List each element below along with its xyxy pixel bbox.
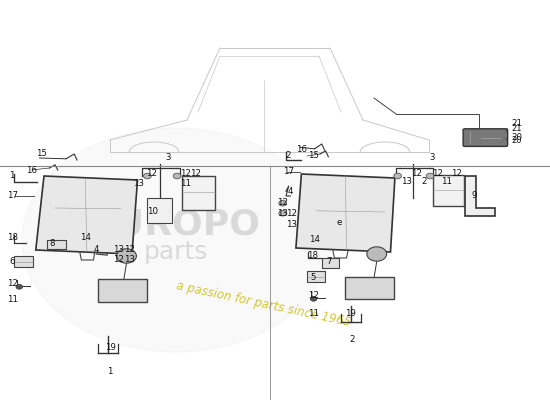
Text: 17: 17 bbox=[283, 168, 294, 176]
Text: 15: 15 bbox=[308, 152, 319, 160]
Text: 4: 4 bbox=[288, 188, 293, 196]
Polygon shape bbox=[36, 176, 138, 254]
Text: 18: 18 bbox=[307, 251, 318, 260]
Text: 11: 11 bbox=[7, 296, 18, 304]
FancyBboxPatch shape bbox=[182, 176, 214, 210]
Text: 12: 12 bbox=[180, 169, 191, 178]
Text: 8: 8 bbox=[50, 239, 55, 248]
Circle shape bbox=[426, 173, 434, 179]
Text: 1: 1 bbox=[107, 368, 113, 376]
Text: 12: 12 bbox=[277, 198, 288, 207]
Text: 13: 13 bbox=[277, 209, 288, 218]
Text: 12: 12 bbox=[124, 245, 135, 254]
Polygon shape bbox=[465, 176, 495, 216]
FancyBboxPatch shape bbox=[98, 279, 147, 302]
Text: 3: 3 bbox=[429, 153, 434, 162]
Text: 12: 12 bbox=[411, 170, 422, 178]
Text: 12: 12 bbox=[432, 170, 443, 178]
Text: 13: 13 bbox=[124, 256, 135, 264]
Circle shape bbox=[16, 284, 23, 289]
Text: 12: 12 bbox=[7, 280, 18, 288]
Text: 2: 2 bbox=[285, 152, 290, 160]
Text: 6: 6 bbox=[9, 258, 15, 266]
Circle shape bbox=[279, 200, 287, 206]
Text: 18: 18 bbox=[7, 234, 18, 242]
Text: 16: 16 bbox=[26, 166, 37, 175]
Text: 12: 12 bbox=[146, 169, 157, 178]
Text: 19: 19 bbox=[345, 310, 356, 318]
Text: 12: 12 bbox=[190, 169, 201, 178]
Text: e: e bbox=[337, 218, 342, 226]
Circle shape bbox=[394, 173, 402, 179]
Circle shape bbox=[279, 210, 287, 216]
Text: 20: 20 bbox=[512, 136, 522, 145]
Polygon shape bbox=[296, 174, 395, 252]
Text: 4: 4 bbox=[94, 245, 99, 254]
FancyBboxPatch shape bbox=[433, 175, 464, 206]
FancyBboxPatch shape bbox=[307, 271, 324, 282]
Text: 11: 11 bbox=[441, 178, 452, 186]
FancyBboxPatch shape bbox=[322, 258, 339, 268]
Text: 12: 12 bbox=[113, 256, 124, 264]
Text: 14: 14 bbox=[309, 236, 320, 244]
Text: 7: 7 bbox=[326, 258, 332, 266]
FancyBboxPatch shape bbox=[345, 277, 394, 299]
FancyBboxPatch shape bbox=[14, 256, 33, 267]
Text: EUROPO: EUROPO bbox=[91, 207, 261, 241]
FancyBboxPatch shape bbox=[47, 240, 66, 249]
Text: 13: 13 bbox=[133, 180, 144, 188]
Circle shape bbox=[144, 173, 151, 179]
Text: 20: 20 bbox=[512, 134, 522, 142]
Text: 17: 17 bbox=[7, 192, 18, 200]
FancyBboxPatch shape bbox=[147, 198, 172, 223]
Text: 13: 13 bbox=[113, 245, 124, 254]
FancyBboxPatch shape bbox=[463, 129, 508, 146]
Text: 19: 19 bbox=[104, 344, 116, 352]
Text: 2: 2 bbox=[349, 336, 355, 344]
Text: 12: 12 bbox=[451, 169, 462, 178]
Polygon shape bbox=[22, 128, 330, 352]
Text: 14: 14 bbox=[80, 234, 91, 242]
Text: 21: 21 bbox=[512, 124, 522, 133]
Text: 3: 3 bbox=[165, 153, 170, 162]
Circle shape bbox=[310, 296, 317, 301]
Text: parts: parts bbox=[144, 240, 208, 264]
Text: 5: 5 bbox=[311, 274, 316, 282]
Text: 9: 9 bbox=[471, 192, 477, 200]
Text: 13: 13 bbox=[402, 178, 412, 186]
Circle shape bbox=[117, 249, 136, 263]
Text: 10: 10 bbox=[147, 208, 158, 216]
Circle shape bbox=[367, 247, 387, 261]
Text: 1: 1 bbox=[9, 172, 15, 180]
Text: 13: 13 bbox=[286, 220, 297, 228]
Text: 16: 16 bbox=[296, 145, 307, 154]
Circle shape bbox=[173, 173, 181, 179]
Text: 11: 11 bbox=[180, 180, 191, 188]
Text: 21: 21 bbox=[512, 120, 522, 128]
Text: 12: 12 bbox=[286, 209, 297, 218]
Text: 11: 11 bbox=[308, 309, 319, 318]
Text: a passion for parts since 1965: a passion for parts since 1965 bbox=[175, 279, 353, 329]
Text: 2: 2 bbox=[422, 178, 427, 186]
Text: 12: 12 bbox=[308, 292, 319, 300]
Text: 15: 15 bbox=[36, 149, 47, 158]
